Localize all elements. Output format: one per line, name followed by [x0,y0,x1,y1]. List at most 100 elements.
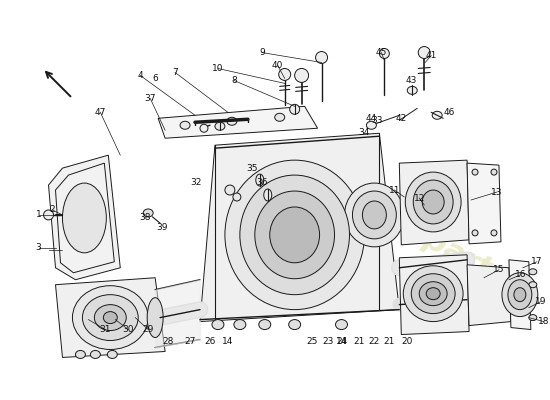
Ellipse shape [82,295,138,340]
Ellipse shape [95,305,126,330]
Text: 42: 42 [395,114,407,123]
Ellipse shape [411,274,455,314]
Ellipse shape [432,111,442,119]
Polygon shape [158,106,317,138]
Ellipse shape [259,320,271,330]
Ellipse shape [290,104,300,114]
Text: 13: 13 [491,188,503,196]
Text: 15: 15 [493,265,505,274]
Text: 41: 41 [426,51,437,60]
Text: 34: 34 [359,128,370,137]
Text: 37: 37 [145,94,156,103]
Text: 38: 38 [140,214,151,222]
Text: 39: 39 [156,224,168,232]
Text: 29: 29 [142,325,154,334]
Ellipse shape [426,288,440,300]
Text: 24: 24 [336,337,347,346]
Text: 27: 27 [184,337,196,346]
Polygon shape [399,160,469,245]
Text: 35: 35 [246,164,257,173]
Ellipse shape [240,175,349,295]
Text: 23: 23 [322,337,333,346]
Ellipse shape [75,350,85,358]
Text: 32: 32 [190,178,202,186]
Text: 14: 14 [336,337,347,346]
Text: 9: 9 [259,48,265,57]
Text: 31: 31 [100,325,111,334]
Text: 45: 45 [376,48,387,57]
Text: 22: 22 [368,337,380,346]
Ellipse shape [502,273,538,316]
Ellipse shape [422,190,444,214]
Text: 30: 30 [123,325,134,334]
Text: 2: 2 [50,206,56,214]
Ellipse shape [107,350,117,358]
Ellipse shape [472,230,478,236]
Text: 21: 21 [354,337,365,346]
Ellipse shape [366,121,376,129]
Polygon shape [399,255,469,334]
Ellipse shape [225,185,235,195]
Text: 14: 14 [222,337,234,346]
Ellipse shape [90,350,100,358]
Text: 19: 19 [535,297,547,306]
Ellipse shape [529,314,537,320]
Ellipse shape [73,286,148,350]
Text: 1: 1 [36,210,41,220]
Polygon shape [509,260,531,330]
Text: 20: 20 [402,337,413,346]
Ellipse shape [63,183,106,253]
Ellipse shape [295,68,309,82]
Ellipse shape [379,48,389,58]
Ellipse shape [200,124,208,132]
Text: 40: 40 [272,61,283,70]
Ellipse shape [43,210,53,220]
Ellipse shape [275,113,285,121]
Ellipse shape [234,320,246,330]
Text: 12: 12 [414,194,425,202]
Ellipse shape [407,86,417,94]
Polygon shape [48,155,120,280]
Ellipse shape [508,280,532,310]
Text: 6: 6 [152,74,158,83]
Ellipse shape [403,266,463,322]
Ellipse shape [180,121,190,129]
Ellipse shape [491,169,497,175]
Ellipse shape [336,320,348,330]
Text: 8: 8 [231,76,236,85]
Ellipse shape [215,122,225,130]
Ellipse shape [264,189,272,201]
Ellipse shape [405,172,461,232]
Ellipse shape [344,183,404,247]
Ellipse shape [514,288,526,302]
Ellipse shape [147,298,163,338]
Text: 7: 7 [172,68,178,77]
Ellipse shape [143,209,153,217]
Ellipse shape [413,180,453,224]
Ellipse shape [279,68,291,80]
Text: 36: 36 [256,178,267,186]
Ellipse shape [316,52,328,64]
Text: 28: 28 [162,337,174,346]
Ellipse shape [256,174,264,186]
Text: 25: 25 [306,337,317,346]
Text: 16: 16 [515,270,527,279]
Ellipse shape [255,191,334,279]
Text: 21: 21 [384,337,395,346]
Ellipse shape [491,230,497,236]
Ellipse shape [418,46,430,58]
Ellipse shape [419,282,447,306]
Ellipse shape [362,201,386,229]
Text: 46: 46 [443,108,455,117]
Text: 43: 43 [405,76,417,85]
Text: 26: 26 [204,337,216,346]
Ellipse shape [270,207,320,263]
Ellipse shape [529,269,537,275]
Text: 4: 4 [138,71,143,80]
Ellipse shape [227,117,237,125]
Polygon shape [467,265,511,326]
Text: 33: 33 [372,116,383,125]
Text: 3: 3 [36,243,41,252]
Text: eurOparts: eurOparts [346,186,513,293]
Text: 17: 17 [531,257,542,266]
